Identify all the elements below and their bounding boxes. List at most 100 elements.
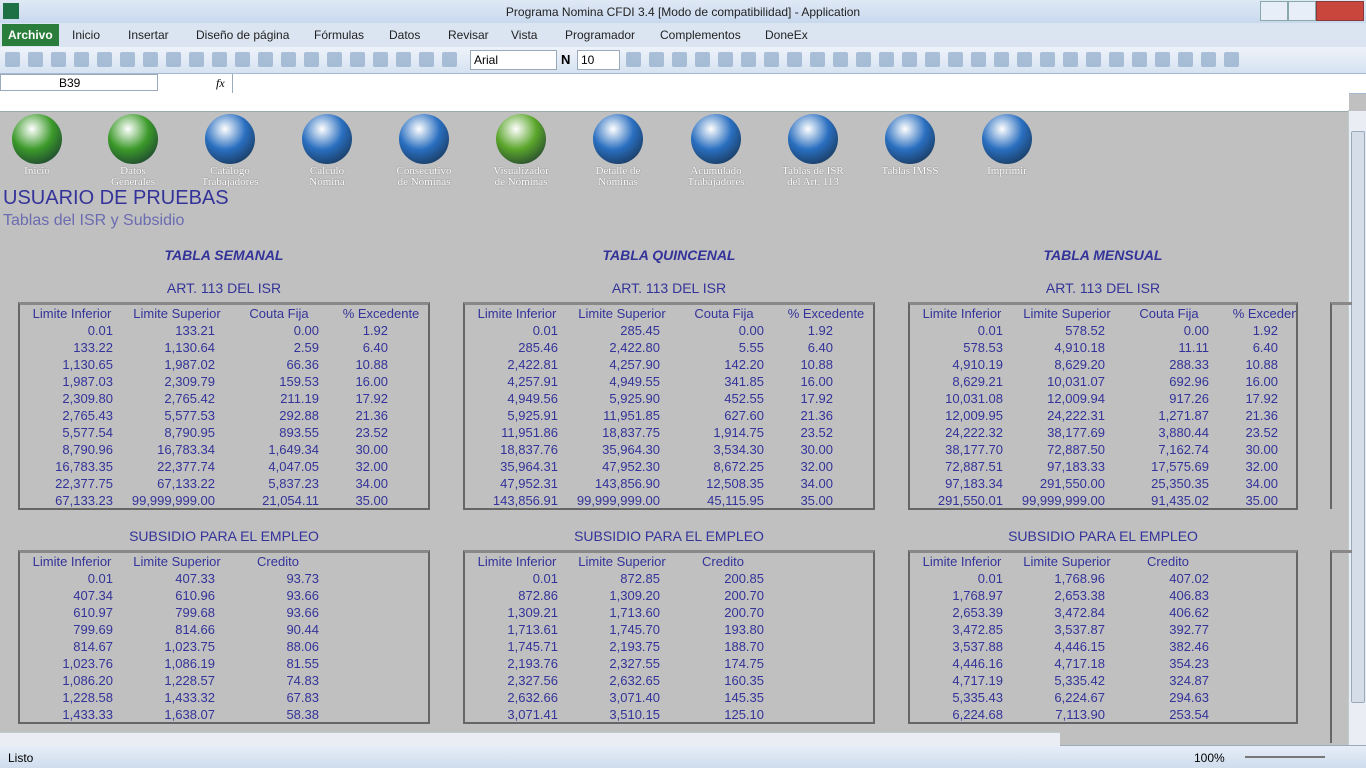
restore-button[interactable] bbox=[1288, 1, 1316, 21]
vertical-scrollbar[interactable] bbox=[1348, 111, 1366, 745]
toolbar-icon[interactable] bbox=[373, 52, 388, 67]
toolbar-icon[interactable] bbox=[948, 52, 963, 67]
toolbar-icon[interactable] bbox=[833, 52, 848, 67]
toolbar-icon[interactable] bbox=[994, 52, 1009, 67]
toolbar-icon[interactable] bbox=[925, 52, 940, 67]
toolbar-icon[interactable] bbox=[672, 52, 687, 67]
nav-button-icon[interactable] bbox=[788, 114, 838, 164]
toolbar-icon[interactable] bbox=[1040, 52, 1055, 67]
nav-button-label[interactable]: del Art. 113 bbox=[787, 176, 839, 188]
toolbar-icon[interactable] bbox=[810, 52, 825, 67]
nav-button-label[interactable]: Detalle de bbox=[595, 165, 641, 177]
nav-button-label[interactable]: Generales bbox=[111, 176, 155, 188]
ribbon-tab[interactable]: Diseño de página bbox=[196, 28, 290, 42]
nav-button-label[interactable]: Nóminas bbox=[598, 176, 638, 188]
nav-button-label[interactable]: Consecutivo bbox=[396, 165, 452, 177]
toolbar-icon[interactable] bbox=[1086, 52, 1101, 67]
nav-button-icon[interactable] bbox=[982, 114, 1032, 164]
toolbar-icon[interactable] bbox=[143, 52, 158, 67]
toolbar-icon[interactable] bbox=[1132, 52, 1147, 67]
nav-button-label[interactable]: Tablas IMSS bbox=[881, 165, 939, 177]
toolbar-icon[interactable] bbox=[442, 52, 457, 67]
toolbar-icon[interactable] bbox=[1178, 52, 1193, 67]
bold-button[interactable]: N bbox=[561, 52, 571, 67]
close-button[interactable] bbox=[1316, 1, 1364, 21]
nav-button-label[interactable]: Visualizador bbox=[493, 165, 549, 177]
ribbon-tab[interactable]: Programador bbox=[565, 28, 636, 42]
toolbar-icon[interactable] bbox=[304, 52, 319, 67]
nav-button-label[interactable]: Nómina bbox=[309, 176, 345, 188]
toolbar-icon[interactable] bbox=[120, 52, 135, 67]
ribbon-tab[interactable]: Vista bbox=[511, 28, 538, 42]
scroll-thumb[interactable] bbox=[1351, 131, 1365, 703]
toolbar-icon[interactable] bbox=[764, 52, 779, 67]
nav-button-icon[interactable] bbox=[885, 114, 935, 164]
toolbar-icon[interactable] bbox=[419, 52, 434, 67]
toolbar-icon[interactable] bbox=[902, 52, 917, 67]
toolbar-icon[interactable] bbox=[1155, 52, 1170, 67]
toolbar-icon[interactable] bbox=[695, 52, 710, 67]
nav-button-icon[interactable] bbox=[108, 114, 158, 164]
nav-button-label[interactable]: Catálogo bbox=[210, 165, 250, 177]
ribbon-tab[interactable]: DoneEx bbox=[765, 28, 808, 42]
ribbon-tab[interactable]: Insertar bbox=[128, 28, 169, 42]
font-size-box[interactable]: 10 bbox=[577, 50, 620, 70]
toolbar-icon[interactable] bbox=[879, 52, 894, 67]
toolbar-icon[interactable] bbox=[1017, 52, 1032, 67]
toolbar-icon[interactable] bbox=[1109, 52, 1124, 67]
toolbar-icon[interactable] bbox=[327, 52, 342, 67]
toolbar-icon[interactable] bbox=[189, 52, 204, 67]
nav-button-icon[interactable] bbox=[691, 114, 741, 164]
toolbar-icon[interactable] bbox=[626, 52, 641, 67]
name-box[interactable]: B39 bbox=[0, 74, 158, 91]
toolbar-icon[interactable] bbox=[281, 52, 296, 67]
toolbar-icon[interactable] bbox=[28, 52, 43, 67]
toolbar-icon[interactable] bbox=[212, 52, 227, 67]
toolbar-icon[interactable] bbox=[1063, 52, 1078, 67]
ribbon-tab[interactable]: Revisar bbox=[448, 28, 489, 42]
nav-button-label[interactable]: Inicio bbox=[24, 165, 50, 177]
nav-button-label[interactable]: Trabajadores bbox=[687, 176, 745, 188]
nav-button-label[interactable]: Acumulado bbox=[690, 165, 742, 177]
toolbar-icon[interactable] bbox=[971, 52, 986, 67]
table-cell: 407.33 bbox=[175, 571, 215, 586]
nav-button-label[interactable]: Imprimir bbox=[987, 165, 1027, 177]
minimize-button[interactable] bbox=[1260, 1, 1288, 21]
nav-button-label[interactable]: Datos bbox=[120, 165, 146, 177]
toolbar-icon[interactable] bbox=[258, 52, 273, 67]
toolbar-icon[interactable] bbox=[235, 52, 250, 67]
font-name-box[interactable]: Arial bbox=[470, 50, 557, 70]
ribbon-tab[interactable]: Datos bbox=[389, 28, 421, 42]
nav-button-label[interactable]: Tablas de ISR bbox=[782, 165, 844, 177]
toolbar-icon[interactable] bbox=[166, 52, 181, 67]
ribbon-tab[interactable]: Inicio bbox=[72, 28, 101, 42]
horizontal-scrollbar[interactable] bbox=[0, 732, 1060, 746]
toolbar-icon[interactable] bbox=[787, 52, 802, 67]
nav-button-icon[interactable] bbox=[399, 114, 449, 164]
toolbar-icon[interactable] bbox=[1201, 52, 1216, 67]
ribbon-tab[interactable]: Complementos bbox=[660, 28, 741, 42]
toolbar-icon[interactable] bbox=[396, 52, 411, 67]
toolbar-icon[interactable] bbox=[51, 52, 66, 67]
nav-button-icon[interactable] bbox=[593, 114, 643, 164]
nav-button-icon[interactable] bbox=[12, 114, 62, 164]
nav-button-label[interactable]: Calculo bbox=[309, 165, 345, 177]
nav-button-label[interactable]: Trabajadores bbox=[201, 176, 259, 188]
nav-button-label[interactable]: de Nóminas bbox=[494, 176, 548, 188]
nav-button-label[interactable]: de Nóminas bbox=[397, 176, 451, 188]
zoom-slider[interactable] bbox=[1245, 756, 1325, 758]
nav-button-icon[interactable] bbox=[496, 114, 546, 164]
ribbon-tab[interactable]: Fórmulas bbox=[314, 28, 365, 42]
toolbar-icon[interactable] bbox=[741, 52, 756, 67]
toolbar-icon[interactable] bbox=[74, 52, 89, 67]
ribbon-tab[interactable]: Archivo bbox=[2, 24, 59, 46]
toolbar-icon[interactable] bbox=[856, 52, 871, 67]
nav-button-icon[interactable] bbox=[205, 114, 255, 164]
toolbar-icon[interactable] bbox=[97, 52, 112, 67]
toolbar-icon[interactable] bbox=[5, 52, 20, 67]
nav-button-icon[interactable] bbox=[302, 114, 352, 164]
toolbar-icon[interactable] bbox=[1224, 52, 1239, 67]
toolbar-icon[interactable] bbox=[649, 52, 664, 67]
toolbar-icon[interactable] bbox=[718, 52, 733, 67]
toolbar-icon[interactable] bbox=[350, 52, 365, 67]
